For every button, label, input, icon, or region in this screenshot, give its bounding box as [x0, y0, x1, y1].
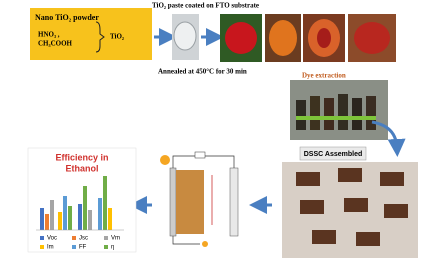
assembled-box — [299, 146, 367, 161]
legend-swatch — [40, 245, 44, 249]
assembled-label: DSSC Assembled — [304, 151, 362, 158]
legend-label: Vm — [111, 236, 120, 242]
precursor-box — [30, 8, 152, 60]
seeds — [317, 28, 331, 48]
legend-swatch — [72, 245, 76, 249]
dye-label: Dye extraction — [302, 72, 346, 80]
legend: Voc Jsc Vm Im FF η — [40, 236, 120, 251]
chart-title: Ethanol — [66, 163, 99, 173]
petri-dish — [173, 21, 197, 51]
legend-label: Im — [47, 245, 54, 251]
bottles — [296, 94, 376, 130]
chart-title: Efficiency in — [55, 152, 108, 162]
acid-label: HNO₃ , — [38, 31, 60, 39]
bars — [36, 176, 124, 231]
product-label: TiO₂ — [110, 33, 124, 41]
dssc-cells — [296, 168, 408, 246]
anneal-label: Annealed at 450°C for 30 min — [158, 68, 247, 76]
acetic-label: CH₃COOH — [38, 40, 73, 48]
legend-swatch — [104, 245, 108, 249]
legend-label: Jsc — [79, 236, 88, 242]
powder-label: Nano TiO₂ powder — [35, 13, 99, 22]
curved-arrow — [371, 120, 406, 157]
flower — [225, 22, 257, 54]
legend-swatch — [104, 236, 108, 240]
legend-label: η — [111, 245, 114, 251]
legend-swatch — [40, 236, 44, 240]
legend-swatch — [72, 236, 76, 240]
fruit — [269, 20, 297, 56]
legend-label: Voc — [47, 236, 57, 242]
seed-pod — [354, 22, 390, 54]
chart-panel — [27, 147, 137, 253]
cell-schematic — [160, 151, 239, 247]
paste-label: TiO₂ paste coated on FTO substrate — [152, 2, 259, 10]
legend-label: FF — [79, 245, 87, 251]
brace — [95, 21, 105, 53]
